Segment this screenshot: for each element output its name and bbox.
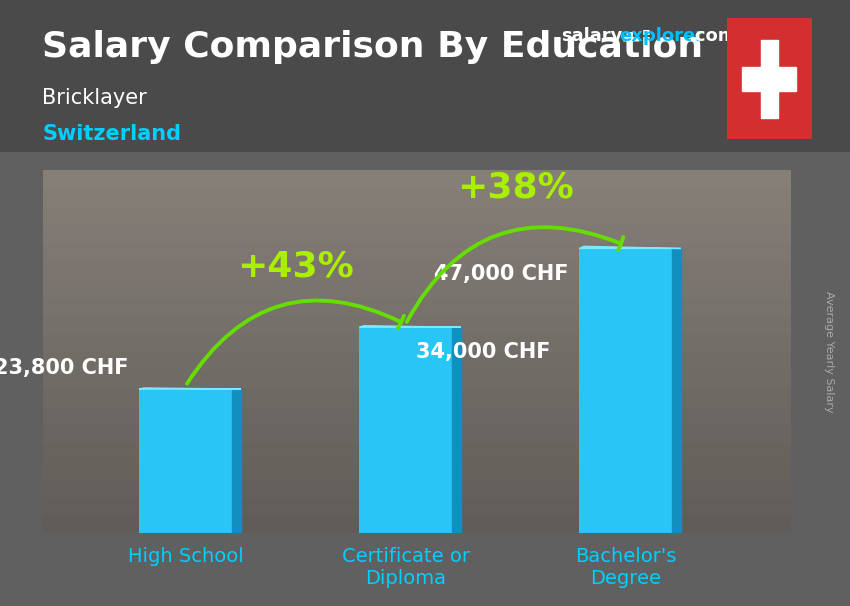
Bar [42, 242, 790, 261]
Polygon shape [580, 246, 681, 248]
Text: explorer: explorer [619, 27, 704, 45]
Bar [42, 515, 790, 533]
Bar [451, 327, 461, 533]
Bar [42, 297, 790, 315]
Bar [42, 224, 790, 242]
Bar [42, 261, 790, 279]
Text: Bricklayer: Bricklayer [42, 88, 147, 108]
Bar [42, 188, 790, 206]
Bar [139, 389, 232, 533]
Bar [761, 40, 778, 118]
Polygon shape [139, 388, 241, 389]
Bar [42, 479, 790, 497]
Bar [42, 406, 790, 424]
Bar [580, 248, 672, 533]
Text: salary: salary [561, 27, 622, 45]
Bar [42, 351, 790, 370]
Text: +43%: +43% [237, 250, 354, 284]
Text: 23,800 CHF: 23,800 CHF [0, 358, 128, 378]
Text: 34,000 CHF: 34,000 CHF [416, 342, 551, 362]
Bar [42, 461, 790, 479]
Bar [42, 442, 790, 461]
Bar [742, 67, 796, 91]
Text: Switzerland: Switzerland [42, 124, 182, 144]
Text: .com: .com [688, 27, 737, 45]
Text: 47,000 CHF: 47,000 CHF [434, 264, 569, 284]
Bar [42, 206, 790, 224]
Bar [42, 170, 790, 188]
Bar [42, 497, 790, 515]
Bar [42, 315, 790, 333]
Polygon shape [360, 325, 461, 327]
Bar [42, 279, 790, 297]
Text: Salary Comparison By Education: Salary Comparison By Education [42, 30, 704, 64]
Text: Average Yearly Salary: Average Yearly Salary [824, 291, 834, 412]
Bar [672, 248, 681, 533]
Bar [42, 388, 790, 406]
Text: +38%: +38% [457, 171, 574, 205]
Bar [360, 327, 451, 533]
Bar [42, 370, 790, 388]
Bar [232, 389, 241, 533]
Bar [42, 333, 790, 351]
Bar [42, 424, 790, 442]
